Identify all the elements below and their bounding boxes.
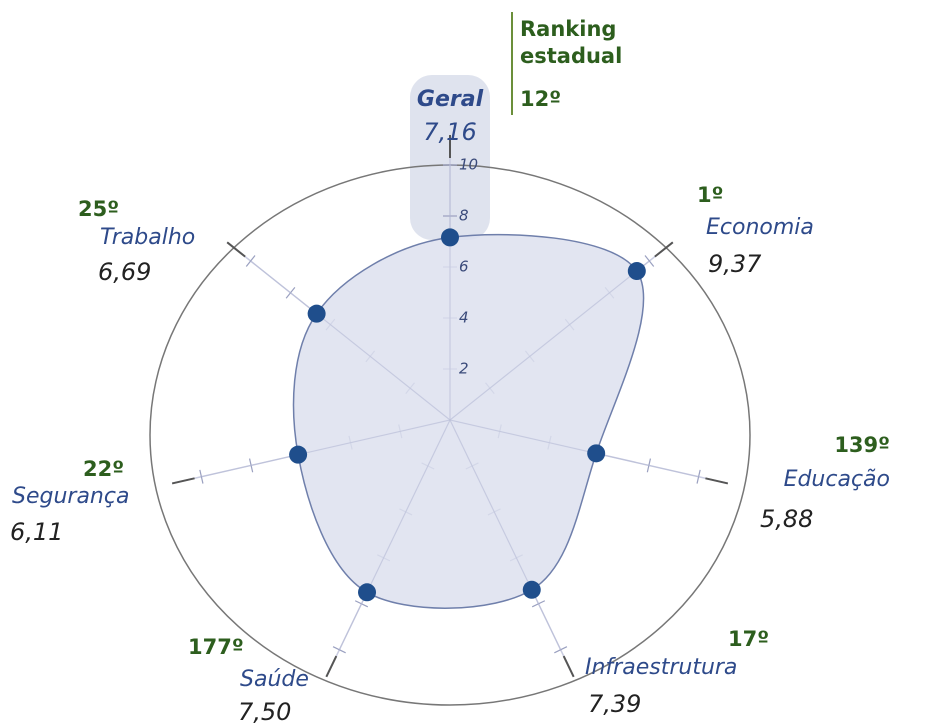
category-label: Infraestrutura (585, 655, 737, 680)
value-label: 9,37 (708, 250, 762, 278)
axis-overlay (250, 260, 451, 421)
y-tick-label: 10 (459, 156, 478, 174)
axis-end (562, 655, 575, 678)
dot (627, 262, 646, 281)
axis-overlay (449, 419, 562, 650)
value-label: 6,69 (98, 258, 151, 286)
ranking: 12º (520, 87, 561, 111)
dot (522, 580, 541, 599)
axis-end (705, 477, 729, 485)
category-label: Trabalho (100, 225, 195, 250)
y-tick-label: 2 (459, 360, 469, 378)
ranking: 1º (697, 183, 723, 207)
ranking: 22º (83, 457, 124, 481)
axis-overlay (338, 419, 451, 650)
category-label: Saúde (240, 667, 309, 692)
category-label: Economia (706, 215, 814, 240)
value-label: 6,11 (10, 518, 63, 546)
dot (441, 228, 459, 247)
ranking: 177º (188, 635, 244, 659)
y-tick-label: 4 (459, 309, 469, 327)
ranking: 25º (78, 197, 119, 221)
axis-end (325, 655, 338, 678)
ranking: 139º (834, 433, 890, 457)
dot (358, 583, 377, 602)
value-label: 5,88 (760, 505, 813, 533)
area (292, 233, 645, 609)
dot (307, 304, 326, 323)
dot (587, 444, 606, 463)
category-label: Segurança (12, 484, 129, 509)
value-label: 7,16 (423, 118, 476, 146)
axis-end (226, 241, 246, 258)
axis-overlay (449, 260, 650, 421)
y-tick-label: 6 (459, 258, 469, 276)
tick-mark (644, 255, 655, 267)
ranking: 17º (728, 627, 769, 651)
value-label: 7,39 (588, 690, 641, 718)
axis-overlay (449, 419, 699, 478)
y-tick-label: 8 (459, 207, 469, 225)
dot (289, 445, 308, 464)
ranking-title: Ranking estadual (520, 17, 623, 68)
category-label: Educação (784, 467, 890, 492)
value-label: 7,50 (238, 698, 291, 726)
axis-end (654, 241, 674, 258)
axis-end (171, 477, 195, 485)
category-label: Geral (417, 87, 484, 112)
axis-overlay (201, 419, 451, 478)
